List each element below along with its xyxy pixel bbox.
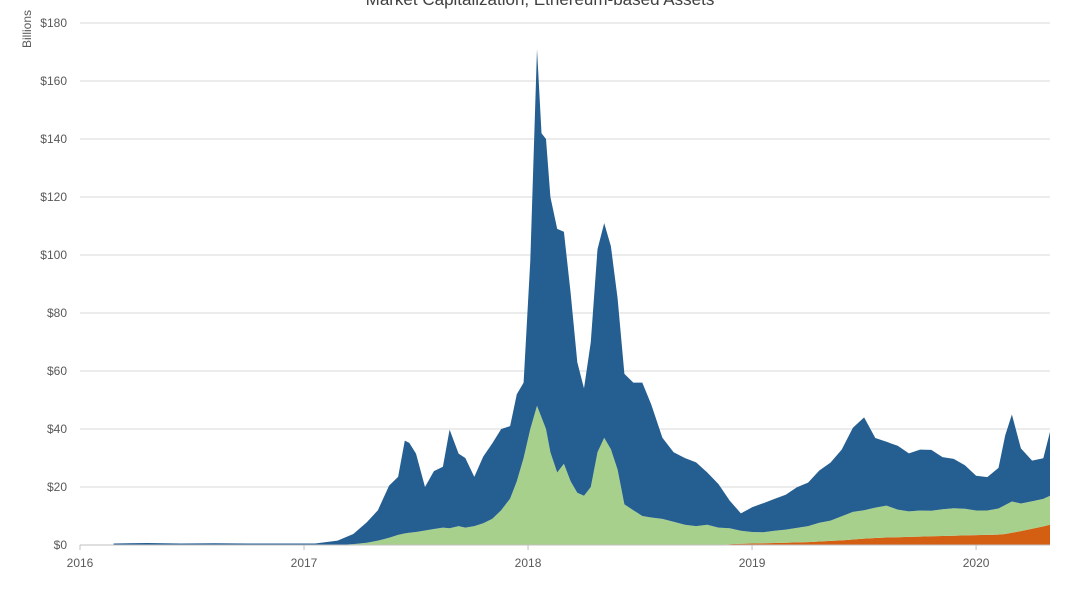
y-tick-label: $100 bbox=[40, 248, 67, 262]
area-series-3 bbox=[113, 49, 1051, 545]
y-tick-label: $160 bbox=[40, 74, 67, 88]
axes bbox=[79, 544, 1050, 550]
y-tick-labels: $0 $20 $40 $60 $80 $100 $120 $140 $160 $180 bbox=[40, 16, 67, 552]
x-tick-label: 2017 bbox=[291, 556, 318, 570]
x-tick-label: 2019 bbox=[739, 556, 766, 570]
y-tick-label: $20 bbox=[47, 480, 67, 494]
area-series-group bbox=[113, 49, 1051, 545]
x-tick-labels: 2016 2017 2018 2019 2020 bbox=[67, 556, 990, 570]
x-tick-label: 2020 bbox=[963, 556, 990, 570]
y-tick-label: $60 bbox=[47, 364, 67, 378]
chart-title: Market Capitalization, Ethereum-based As… bbox=[0, 0, 1080, 10]
y-tick-label: $140 bbox=[40, 132, 67, 146]
x-tick-label: 2018 bbox=[515, 556, 542, 570]
y-tick-label: $0 bbox=[54, 538, 68, 552]
area-series-1 bbox=[113, 524, 1051, 545]
y-tick-label: $40 bbox=[47, 422, 67, 436]
area-series-2 bbox=[113, 405, 1051, 545]
x-tick-label: 2016 bbox=[67, 556, 94, 570]
y-tick-label: $120 bbox=[40, 190, 67, 204]
y-tick-label: $180 bbox=[40, 16, 67, 30]
y-tick-label: $80 bbox=[47, 306, 67, 320]
